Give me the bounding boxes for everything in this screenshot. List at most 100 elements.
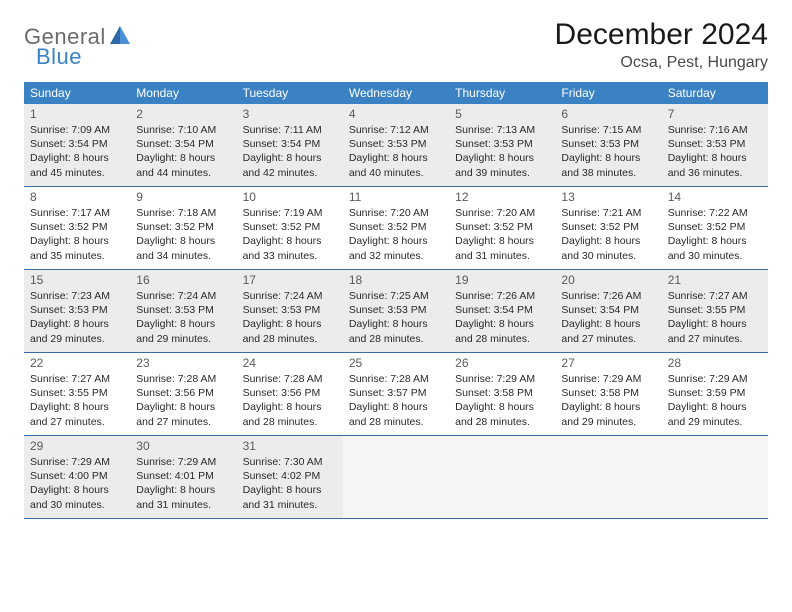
sunset-line: Sunset: 3:54 PM bbox=[30, 137, 124, 151]
daylight-line: Daylight: 8 hours and 36 minutes. bbox=[668, 151, 762, 179]
day-number: 18 bbox=[349, 273, 443, 287]
sunset-line: Sunset: 3:53 PM bbox=[30, 303, 124, 317]
sunrise-line: Sunrise: 7:13 AM bbox=[455, 123, 549, 137]
day-cell: 26Sunrise: 7:29 AMSunset: 3:58 PMDayligh… bbox=[449, 353, 555, 435]
sunrise-line: Sunrise: 7:25 AM bbox=[349, 289, 443, 303]
week-row: 15Sunrise: 7:23 AMSunset: 3:53 PMDayligh… bbox=[24, 270, 768, 353]
day-cell-empty bbox=[555, 436, 661, 518]
daylight-line: Daylight: 8 hours and 32 minutes. bbox=[349, 234, 443, 262]
sunrise-line: Sunrise: 7:19 AM bbox=[243, 206, 337, 220]
day-number: 2 bbox=[136, 107, 230, 121]
weekday-cell: Sunday bbox=[24, 82, 130, 104]
sunset-line: Sunset: 3:53 PM bbox=[455, 137, 549, 151]
sunrise-line: Sunrise: 7:26 AM bbox=[561, 289, 655, 303]
daylight-line: Daylight: 8 hours and 30 minutes. bbox=[668, 234, 762, 262]
weekday-cell: Tuesday bbox=[237, 82, 343, 104]
weekday-cell: Friday bbox=[555, 82, 661, 104]
sunrise-line: Sunrise: 7:15 AM bbox=[561, 123, 655, 137]
daylight-line: Daylight: 8 hours and 27 minutes. bbox=[136, 400, 230, 428]
sunrise-line: Sunrise: 7:27 AM bbox=[668, 289, 762, 303]
daylight-line: Daylight: 8 hours and 39 minutes. bbox=[455, 151, 549, 179]
sunrise-line: Sunrise: 7:24 AM bbox=[136, 289, 230, 303]
week-row: 8Sunrise: 7:17 AMSunset: 3:52 PMDaylight… bbox=[24, 187, 768, 270]
day-cell: 3Sunrise: 7:11 AMSunset: 3:54 PMDaylight… bbox=[237, 104, 343, 186]
day-cell: 21Sunrise: 7:27 AMSunset: 3:55 PMDayligh… bbox=[662, 270, 768, 352]
day-cell: 5 Sunrise: 7:13 AMSunset: 3:53 PMDaylight… bbox=[449, 104, 555, 186]
day-cell: 24Sunrise: 7:28 AMSunset: 3:56 PMDayligh… bbox=[237, 353, 343, 435]
sunset-line: Sunset: 3:53 PM bbox=[561, 137, 655, 151]
daylight-line: Daylight: 8 hours and 45 minutes. bbox=[30, 151, 124, 179]
logo-blue-row: Blue bbox=[36, 44, 82, 70]
location-text: Ocsa, Pest, Hungary bbox=[555, 54, 768, 72]
daylight-line: Daylight: 8 hours and 35 minutes. bbox=[30, 234, 124, 262]
day-number: 5 bbox=[455, 107, 549, 121]
sunrise-line: Sunrise: 7:30 AM bbox=[243, 455, 337, 469]
daylight-line: Daylight: 8 hours and 27 minutes. bbox=[668, 317, 762, 345]
daylight-line: Daylight: 8 hours and 38 minutes. bbox=[561, 151, 655, 179]
day-cell: 10Sunrise: 7:19 AMSunset: 3:52 PMDayligh… bbox=[237, 187, 343, 269]
sunset-line: Sunset: 3:59 PM bbox=[668, 386, 762, 400]
daylight-line: Daylight: 8 hours and 31 minutes. bbox=[136, 483, 230, 511]
day-number: 16 bbox=[136, 273, 230, 287]
day-number: 6 bbox=[561, 107, 655, 121]
sunset-line: Sunset: 3:53 PM bbox=[668, 137, 762, 151]
sunset-line: Sunset: 3:52 PM bbox=[455, 220, 549, 234]
daylight-line: Daylight: 8 hours and 44 minutes. bbox=[136, 151, 230, 179]
logo-mark-icon bbox=[110, 26, 130, 49]
daylight-line: Daylight: 8 hours and 33 minutes. bbox=[243, 234, 337, 262]
day-cell: 27Sunrise: 7:29 AMSunset: 3:58 PMDayligh… bbox=[555, 353, 661, 435]
day-number: 4 bbox=[349, 107, 443, 121]
daylight-line: Daylight: 8 hours and 42 minutes. bbox=[243, 151, 337, 179]
weeks-container: 1Sunrise: 7:09 AMSunset: 3:54 PMDaylight… bbox=[24, 104, 768, 519]
day-number: 24 bbox=[243, 356, 337, 370]
day-number: 19 bbox=[455, 273, 549, 287]
daylight-line: Daylight: 8 hours and 27 minutes. bbox=[30, 400, 124, 428]
sunrise-line: Sunrise: 7:28 AM bbox=[136, 372, 230, 386]
calendar: SundayMondayTuesdayWednesdayThursdayFrid… bbox=[24, 82, 768, 519]
day-number: 12 bbox=[455, 190, 549, 204]
daylight-line: Daylight: 8 hours and 29 minutes. bbox=[668, 400, 762, 428]
sunrise-line: Sunrise: 7:20 AM bbox=[349, 206, 443, 220]
day-cell: 30Sunrise: 7:29 AMSunset: 4:01 PMDayligh… bbox=[130, 436, 236, 518]
sunset-line: Sunset: 3:58 PM bbox=[561, 386, 655, 400]
day-number: 9 bbox=[136, 190, 230, 204]
daylight-line: Daylight: 8 hours and 31 minutes. bbox=[455, 234, 549, 262]
sunset-line: Sunset: 3:52 PM bbox=[349, 220, 443, 234]
daylight-line: Daylight: 8 hours and 28 minutes. bbox=[243, 400, 337, 428]
sunset-line: Sunset: 3:52 PM bbox=[30, 220, 124, 234]
day-number: 29 bbox=[30, 439, 124, 453]
day-number: 11 bbox=[349, 190, 443, 204]
sunset-line: Sunset: 3:53 PM bbox=[349, 137, 443, 151]
sunrise-line: Sunrise: 7:20 AM bbox=[455, 206, 549, 220]
day-cell: 2Sunrise: 7:10 AMSunset: 3:54 PMDaylight… bbox=[130, 104, 236, 186]
day-cell: 28Sunrise: 7:29 AMSunset: 3:59 PMDayligh… bbox=[662, 353, 768, 435]
sunrise-line: Sunrise: 7:10 AM bbox=[136, 123, 230, 137]
sunrise-line: Sunrise: 7:28 AM bbox=[243, 372, 337, 386]
sunrise-line: Sunrise: 7:29 AM bbox=[30, 455, 124, 469]
day-cell-empty bbox=[449, 436, 555, 518]
day-cell: 11 Sunrise: 7:20 AMSunset: 3:52 PMDayligh… bbox=[343, 187, 449, 269]
day-number: 31 bbox=[243, 439, 337, 453]
daylight-line: Daylight: 8 hours and 29 minutes. bbox=[136, 317, 230, 345]
weekday-cell: Monday bbox=[130, 82, 236, 104]
sunrise-line: Sunrise: 7:12 AM bbox=[349, 123, 443, 137]
day-number: 28 bbox=[668, 356, 762, 370]
day-number: 17 bbox=[243, 273, 337, 287]
header: General December 2024 Ocsa, Pest, Hungar… bbox=[24, 18, 768, 72]
sunset-line: Sunset: 3:54 PM bbox=[561, 303, 655, 317]
day-number: 13 bbox=[561, 190, 655, 204]
daylight-line: Daylight: 8 hours and 27 minutes. bbox=[561, 317, 655, 345]
daylight-line: Daylight: 8 hours and 28 minutes. bbox=[349, 400, 443, 428]
day-number: 27 bbox=[561, 356, 655, 370]
sunset-line: Sunset: 3:56 PM bbox=[136, 386, 230, 400]
sunrise-line: Sunrise: 7:21 AM bbox=[561, 206, 655, 220]
weekday-cell: Wednesday bbox=[343, 82, 449, 104]
daylight-line: Daylight: 8 hours and 28 minutes. bbox=[455, 400, 549, 428]
day-number: 26 bbox=[455, 356, 549, 370]
daylight-line: Daylight: 8 hours and 34 minutes. bbox=[136, 234, 230, 262]
sunrise-line: Sunrise: 7:24 AM bbox=[243, 289, 337, 303]
sunset-line: Sunset: 3:52 PM bbox=[668, 220, 762, 234]
day-cell: 20Sunrise: 7:26 AMSunset: 3:54 PMDayligh… bbox=[555, 270, 661, 352]
sunset-line: Sunset: 3:53 PM bbox=[243, 303, 337, 317]
sunrise-line: Sunrise: 7:17 AM bbox=[30, 206, 124, 220]
